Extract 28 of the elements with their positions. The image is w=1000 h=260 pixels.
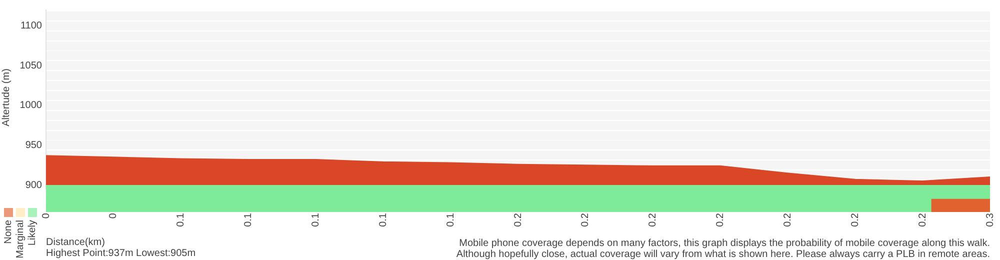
x-tick-label: 0.2 — [782, 212, 794, 227]
x-tick-label: 0.2 — [850, 212, 861, 227]
x-tick-label: 0.2 — [580, 212, 592, 227]
x-tick-label: 0.1 — [378, 212, 389, 227]
text: Mobile phone coverage depends on many factors, this graph displays the probability of mobile coverage along this walk. — [459, 238, 990, 249]
y-tick-label: 1100 — [20, 20, 42, 32]
text: Although hopefully close, actual coverage will vary from what is shown here. Please always carry a PLB in remote areas. — [456, 249, 990, 260]
y-tick-label: 1050 — [20, 60, 42, 72]
legend-label: Likely — [27, 220, 38, 246]
x-tick-label: 0.2 — [512, 212, 524, 227]
x-tick-label: 0.2 — [648, 212, 659, 227]
x-axis-title: Distance(km) — [46, 237, 105, 248]
x-tick-label: 0 — [40, 212, 52, 219]
y-tick-label: 950 — [25, 140, 42, 151]
x-tick-label: 0.1 — [176, 212, 187, 227]
text: Highest Point:937m Lowest:905m — [46, 248, 196, 259]
y-axis-title: Altertude (m) — [0, 68, 12, 126]
x-tick-label: 0.1 — [310, 212, 322, 227]
y-tick-label: 1000 — [20, 100, 42, 112]
x-tick-label: 0.2 — [917, 212, 928, 227]
x-tick-label: 0.3 — [984, 212, 996, 227]
legend-label: None — [3, 220, 14, 244]
y-tick-label: 900 — [25, 180, 42, 191]
x-tick-label: 0.1 — [445, 212, 456, 227]
x-tick-label: 0 — [108, 212, 120, 219]
x-tick-label: 0.1 — [243, 212, 254, 227]
legend-label: Marginal — [15, 220, 26, 258]
x-tick-label: 0.2 — [715, 212, 726, 227]
